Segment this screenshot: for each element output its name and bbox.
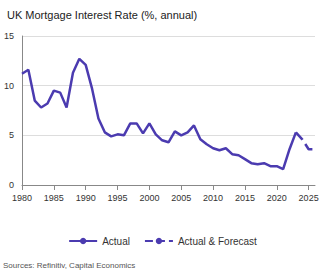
svg-text:1985: 1985 xyxy=(44,193,64,203)
svg-text:15: 15 xyxy=(4,31,14,41)
svg-text:2015: 2015 xyxy=(235,193,255,203)
svg-text:Actual & Forecast: Actual & Forecast xyxy=(178,236,257,247)
svg-text:UK Mortgage Interest Rate (%,: UK Mortgage Interest Rate (%, annual) xyxy=(7,9,197,21)
svg-text:1990: 1990 xyxy=(76,193,96,203)
svg-text:10: 10 xyxy=(4,81,14,91)
svg-text:1995: 1995 xyxy=(108,193,128,203)
svg-text:2020: 2020 xyxy=(267,193,287,203)
svg-text:Sources: Refinitiv, Capital Ec: Sources: Refinitiv, Capital Economics xyxy=(3,261,135,270)
svg-text:2025: 2025 xyxy=(299,193,319,203)
svg-text:2010: 2010 xyxy=(203,193,223,203)
svg-text:1980: 1980 xyxy=(12,193,32,203)
svg-text:5: 5 xyxy=(9,130,14,140)
svg-text:0: 0 xyxy=(9,180,14,190)
svg-text:2000: 2000 xyxy=(139,193,159,203)
svg-text:Actual: Actual xyxy=(102,236,130,247)
svg-text:2005: 2005 xyxy=(171,193,191,203)
